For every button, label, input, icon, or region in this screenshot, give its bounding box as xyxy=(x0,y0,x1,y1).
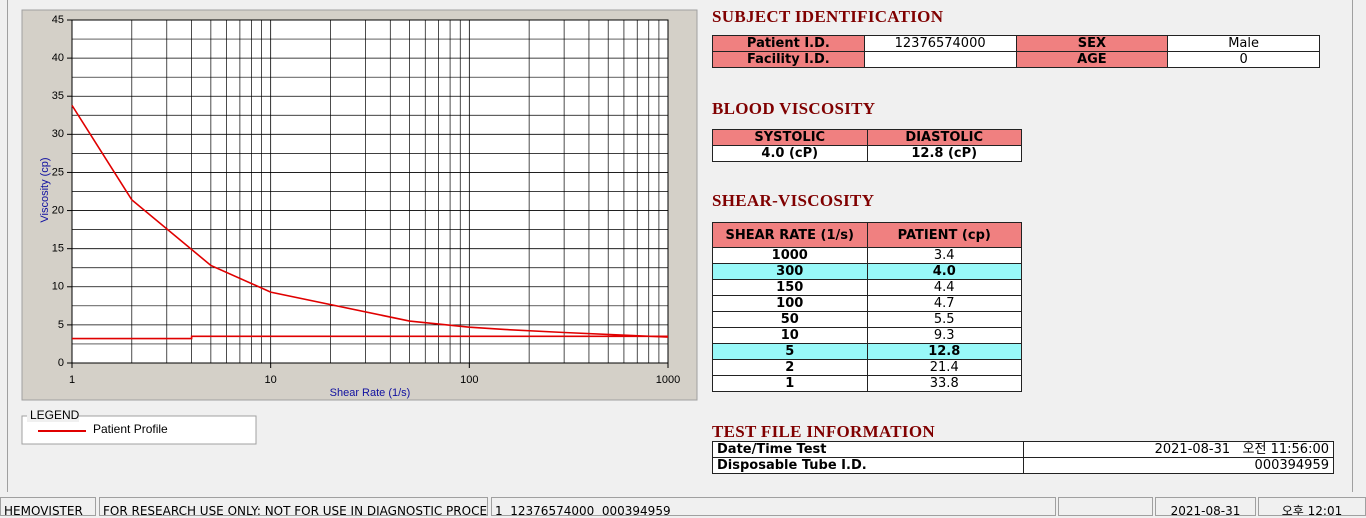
status-cell: 1 12376574000 000394959 xyxy=(491,497,1056,516)
cell: SYSTOLIC xyxy=(712,129,868,146)
cell: 4.0 (cP) xyxy=(712,145,868,162)
x-tick-label: 1 xyxy=(69,374,75,386)
chart: Shear Rate (1/s) Viscosity (cp) LEGEND P… xyxy=(21,9,698,445)
cell: 12.8 xyxy=(866,343,1022,360)
cell: 5 xyxy=(712,343,868,360)
section-title: BLOOD VISCOSITY xyxy=(712,99,876,118)
cell xyxy=(863,51,1017,68)
row: Date/Time Test 2021-08-31 오전 11:56:00 xyxy=(712,441,1334,458)
cell: 300 xyxy=(712,263,868,280)
row: 100 4.7 xyxy=(712,295,1022,312)
status-cell: FOR RESEARCH USE ONLY: NOT FOR USE IN DI… xyxy=(99,497,488,516)
row: 4.0 (cP) 12.8 (cP) xyxy=(712,145,1022,162)
cell: SHEAR RATE (1/s) xyxy=(712,222,868,248)
y-tick-label: 45 xyxy=(52,14,64,26)
status-cell: 오후 12:01 xyxy=(1258,497,1366,516)
cell: 2 xyxy=(712,359,868,376)
section-title: TEST FILE INFORMATION xyxy=(712,422,935,441)
cell: 150 xyxy=(712,279,868,296)
subject-table: Patient I.D. 12376574000 SEX Male Facility I… xyxy=(712,35,1320,68)
row: Disposable Tube I.D. 000394959 xyxy=(712,457,1334,474)
y-tick-label: 10 xyxy=(52,281,64,293)
cell: 2021-08-31 오전 11:56:00 xyxy=(1023,441,1334,458)
cell: 3.4 xyxy=(866,247,1022,264)
y-axis-label: Viscosity (cp) xyxy=(39,157,51,222)
status-cell: 2021-08-31 xyxy=(1155,497,1256,516)
y-tick-label: 5 xyxy=(58,319,64,331)
cell: Patient I.D. xyxy=(712,35,865,52)
row: 5 12.8 xyxy=(712,343,1022,360)
y-tick-label: 20 xyxy=(52,204,64,216)
cell: 12.8 (cP) xyxy=(866,145,1022,162)
cell: 10 xyxy=(712,327,868,344)
data-line xyxy=(71,104,669,338)
cell: 12376574000 xyxy=(863,35,1017,52)
cell: 9.3 xyxy=(866,327,1022,344)
y-tick-label: 40 xyxy=(52,52,64,64)
row: 50 5.5 xyxy=(712,311,1022,328)
cell: Disposable Tube I.D. xyxy=(712,457,1024,474)
shear-table: SHEAR RATE (1/s) PATIENT (cp) 1000 3.4 300 4.… xyxy=(712,222,1022,392)
cell: 0 xyxy=(1167,51,1320,68)
cell: Male xyxy=(1167,35,1320,52)
section-title: SHEAR-VISCOSITY xyxy=(712,191,875,210)
cell: 4.0 xyxy=(866,263,1022,280)
cell: 1000 xyxy=(712,247,868,264)
legend-title: LEGEND xyxy=(30,408,80,422)
y-tick-label: 15 xyxy=(52,243,64,255)
section-title: SUBJECT IDENTIFICATION xyxy=(712,7,944,26)
row: 2 21.4 xyxy=(712,359,1022,376)
row: SYSTOLIC DIASTOLIC xyxy=(712,129,1022,146)
row: 1000 3.4 xyxy=(712,247,1022,264)
y-tick-label: 0 xyxy=(58,357,64,369)
y-tick-label: 25 xyxy=(52,166,64,178)
y-tick-label: 30 xyxy=(52,128,64,140)
divider xyxy=(7,0,8,492)
grid xyxy=(71,19,669,364)
x-tick-label: 1000 xyxy=(656,374,680,386)
cell: 50 xyxy=(712,311,868,328)
row: 1 33.8 xyxy=(712,375,1022,392)
legend-title-bg xyxy=(27,409,79,422)
cell: Date/Time Test xyxy=(712,441,1024,458)
y-tick-label: 35 xyxy=(52,90,64,102)
row: SHEAR RATE (1/s) PATIENT (cp) xyxy=(712,222,1022,248)
x-tick-label: 10 xyxy=(265,374,277,386)
cell: SEX xyxy=(1015,35,1169,52)
cell: 5.5 xyxy=(866,311,1022,328)
cell: 1 xyxy=(712,375,868,392)
cell: AGE xyxy=(1015,51,1169,68)
row: 300 4.0 xyxy=(712,263,1022,280)
cell: 21.4 xyxy=(866,359,1022,376)
divider xyxy=(1352,0,1353,492)
row: 10 9.3 xyxy=(712,327,1022,344)
cell: 4.4 xyxy=(866,279,1022,296)
x-tick-label: 100 xyxy=(460,374,478,386)
row: Facility I.D. AGE 0 xyxy=(712,51,1320,68)
row: 150 4.4 xyxy=(712,279,1022,296)
cell: 000394959 xyxy=(1023,457,1334,474)
cell: 100 xyxy=(712,295,868,312)
cell: 4.7 xyxy=(866,295,1022,312)
row: Patient I.D. 12376574000 SEX Male xyxy=(712,35,1320,52)
data-line xyxy=(72,335,668,340)
legend-label: Patient Profile xyxy=(93,422,168,436)
test-file-table: Date/Time Test 2021-08-31 오전 11:56:00 Disp… xyxy=(712,441,1334,474)
cell: PATIENT (cp) xyxy=(866,222,1022,248)
cell: Facility I.D. xyxy=(712,51,865,68)
cell: DIASTOLIC xyxy=(866,129,1022,146)
status-cell: HEMOVISTER xyxy=(0,497,96,516)
blood-table: SYSTOLIC DIASTOLIC 4.0 (cP) 12.8 (cP) xyxy=(712,129,1022,162)
x-axis-label: Shear Rate (1/s) xyxy=(330,387,411,399)
cell: 33.8 xyxy=(866,375,1022,392)
status-cell xyxy=(1058,497,1153,516)
status-bar: HEMOVISTER FOR RESEARCH USE ONLY: NOT FOR… xyxy=(0,497,1366,518)
